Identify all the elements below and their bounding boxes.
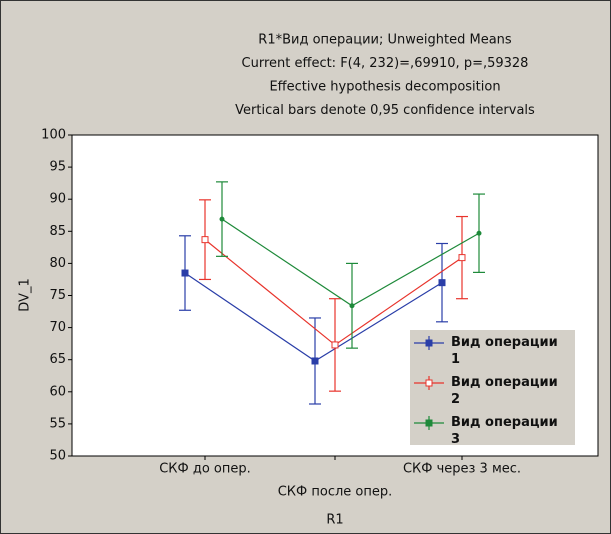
x-tick-label: СКФ через 3 мес. — [403, 462, 521, 477]
legend-marker — [425, 419, 433, 427]
y-tick-label: 90 — [49, 192, 66, 207]
y-tick-label: 85 — [49, 224, 66, 239]
y-tick-label: 60 — [49, 384, 66, 399]
marker — [458, 254, 466, 262]
marker — [349, 303, 355, 309]
x-tick-label: СКФ до опер. — [159, 462, 251, 477]
chart-title: Current effect: F(4, 232)=,69910, p=,593… — [242, 56, 529, 71]
x-tick-label: СКФ после опер. — [278, 485, 393, 500]
y-tick-label: 95 — [49, 160, 66, 175]
chart-title: R1*Вид операции; Unweighted Means — [258, 33, 512, 48]
marker — [219, 216, 225, 222]
y-tick-label: 65 — [49, 352, 66, 367]
y-tick-label: 100 — [41, 128, 66, 143]
x-axis-label: R1 — [326, 513, 343, 528]
marker — [201, 236, 209, 244]
marker — [438, 279, 446, 287]
y-tick-label: 50 — [49, 449, 66, 464]
marker — [311, 357, 319, 365]
marker — [181, 269, 189, 277]
legend-marker — [425, 379, 433, 387]
chart-title: Effective hypothesis decomposition — [269, 80, 500, 95]
legend-box — [410, 330, 575, 445]
y-tick-label: 80 — [49, 256, 66, 271]
marker — [331, 341, 339, 349]
legend-label: Вид операции 2 — [451, 375, 558, 407]
y-tick-label: 70 — [49, 320, 66, 335]
y-tick-label: 75 — [49, 288, 66, 303]
legend-label: Вид операции 3 — [451, 415, 558, 447]
y-axis-label: DV_1 — [18, 278, 33, 311]
legend-marker — [425, 339, 433, 347]
chart-title: Vertical bars denote 0,95 confidence int… — [235, 103, 535, 118]
legend-label: Вид операции 1 — [451, 335, 558, 367]
y-tick-label: 55 — [49, 416, 66, 431]
marker — [476, 230, 482, 236]
